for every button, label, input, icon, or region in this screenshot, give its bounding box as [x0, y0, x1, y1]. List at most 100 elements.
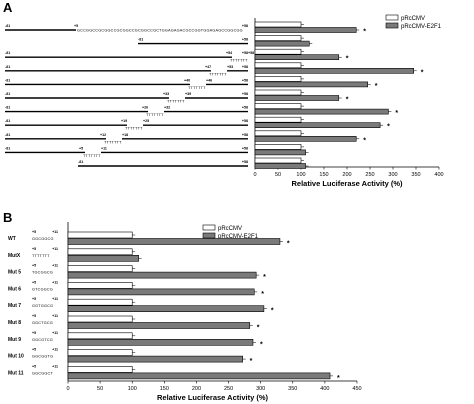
mutant-sequence: GGCGGCG [32, 237, 54, 241]
category-label: Mut 6 [8, 286, 21, 292]
category-label: Mut 5 [8, 270, 21, 276]
bar-e2f1 [67, 322, 251, 329]
category-label: WT [8, 236, 16, 242]
mutant-sequence: TGCGGCG [32, 271, 53, 275]
bar-e2f1 [254, 40, 310, 47]
legend-label-control: pRcCMV [401, 16, 425, 22]
category-label: Mut 7 [8, 303, 21, 309]
bar-control [254, 103, 302, 109]
bar-control [254, 76, 302, 82]
bar-control [67, 349, 133, 356]
mutant-sequence: GTCGGCG [32, 287, 53, 291]
x-tick-label: 100 [128, 386, 137, 392]
x-axis-title: Relative Luciferase Activity (%) [157, 393, 269, 402]
bar-e2f1 [254, 122, 381, 128]
coord-gap: +58 [248, 51, 254, 55]
x-tick-label: 200 [342, 172, 351, 178]
mutant-sequence: GGTGGCG [32, 304, 53, 308]
coord-end: +58 [242, 146, 248, 150]
coord-mid: +5 [74, 24, 78, 28]
coord-end: +58 [242, 106, 248, 110]
coord-right: +11 [52, 280, 58, 284]
x-tick-label: 200 [192, 386, 201, 392]
coord-mid: +19 [121, 119, 127, 123]
bar-e2f1 [254, 163, 306, 169]
coord-gap: +25 [143, 119, 149, 123]
bar-e2f1 [254, 81, 368, 88]
x-tick-label: 50 [275, 172, 281, 178]
coord-start: -81 [78, 160, 83, 164]
coord-start: -81 [5, 24, 10, 28]
coord-right: +11 [52, 314, 58, 318]
bar-e2f1 [254, 108, 389, 115]
coord-start: -81 [5, 92, 10, 96]
coord-end: +58 [242, 160, 248, 164]
coord-mid: +5 [79, 146, 83, 150]
significance-star: * [263, 274, 266, 281]
coord-left: +5 [32, 331, 36, 335]
coord-start: -81 [5, 133, 10, 137]
coord-end: +58 [242, 24, 248, 28]
legend-swatch-e2f1 [385, 22, 399, 29]
x-tick-label: 450 [352, 386, 361, 392]
significance-star: * [363, 29, 366, 36]
category-label: MutX [8, 253, 21, 259]
category-label: Mut 11 [8, 370, 24, 376]
x-tick-label: 400 [320, 386, 329, 392]
coord-left: +5 [32, 247, 36, 251]
coord-start: -81 [5, 65, 10, 69]
construct-t-run: TTTTTTT [146, 113, 164, 117]
bar-control [67, 265, 133, 272]
significance-star: * [395, 110, 398, 117]
panel-b-letter: B [3, 210, 12, 225]
bar-control [67, 231, 133, 239]
panel-a-letter: A [3, 0, 13, 15]
legend-swatch-e2f1 [202, 232, 216, 239]
category-label: Mut 10 [8, 354, 24, 360]
x-tick-label: 300 [256, 386, 265, 392]
x-tick-label: 350 [411, 172, 420, 178]
construct-sequence: GCCGGCCGCGGCCGCGGCCGCGGCCGCTGGAGAGACGCCG… [77, 28, 243, 32]
bar-e2f1 [254, 149, 306, 156]
bar-e2f1 [67, 372, 331, 380]
bar-control [67, 332, 133, 340]
bar-e2f1 [67, 271, 257, 279]
coord-right: +11 [52, 364, 58, 368]
bar-control [67, 366, 133, 373]
bar-control [254, 62, 302, 69]
coord-mid: +47 [205, 65, 211, 69]
legend-label-e2f1: pRcCMV-E2F1 [218, 234, 259, 240]
x-tick-label: 400 [434, 172, 443, 178]
x-tick-label: 300 [388, 172, 397, 178]
bar-e2f1 [254, 136, 357, 142]
mutant-sequence: TTTTTTT [32, 254, 50, 258]
coord-left: +5 [32, 314, 36, 318]
bar-e2f1 [67, 288, 255, 296]
mutant-sequence: GGCGGCT [32, 371, 53, 375]
coord-end: +58 [242, 78, 248, 82]
bar-e2f1 [254, 27, 357, 33]
coord-end: +58 [242, 65, 248, 69]
coord-end: +58 [242, 133, 248, 137]
coord-mid: +40 [184, 78, 190, 82]
coord-start: -81 [5, 78, 10, 82]
coord-start: -81 [138, 38, 143, 42]
coord-left: +5 [32, 230, 36, 234]
bar-control [254, 130, 302, 137]
bar-e2f1 [254, 68, 414, 74]
bar-control [254, 144, 302, 150]
x-tick-label: 350 [288, 386, 297, 392]
construct-t-run: TTTTTTT [83, 154, 101, 158]
coord-left: +5 [32, 364, 36, 368]
significance-star: * [260, 341, 263, 348]
mutant-sequence: GGCGTCG [32, 338, 53, 342]
bar-control [67, 315, 133, 323]
x-axis-title: Relative Luciferase Activity (%) [291, 179, 403, 188]
coord-gap: +11 [101, 146, 107, 150]
significance-star: * [346, 97, 349, 104]
x-tick-label: 150 [319, 172, 328, 178]
x-tick-label: 150 [160, 386, 169, 392]
coord-gap: +32 [164, 106, 170, 110]
legend-swatch-control [202, 224, 216, 231]
coord-left: +5 [32, 280, 36, 284]
